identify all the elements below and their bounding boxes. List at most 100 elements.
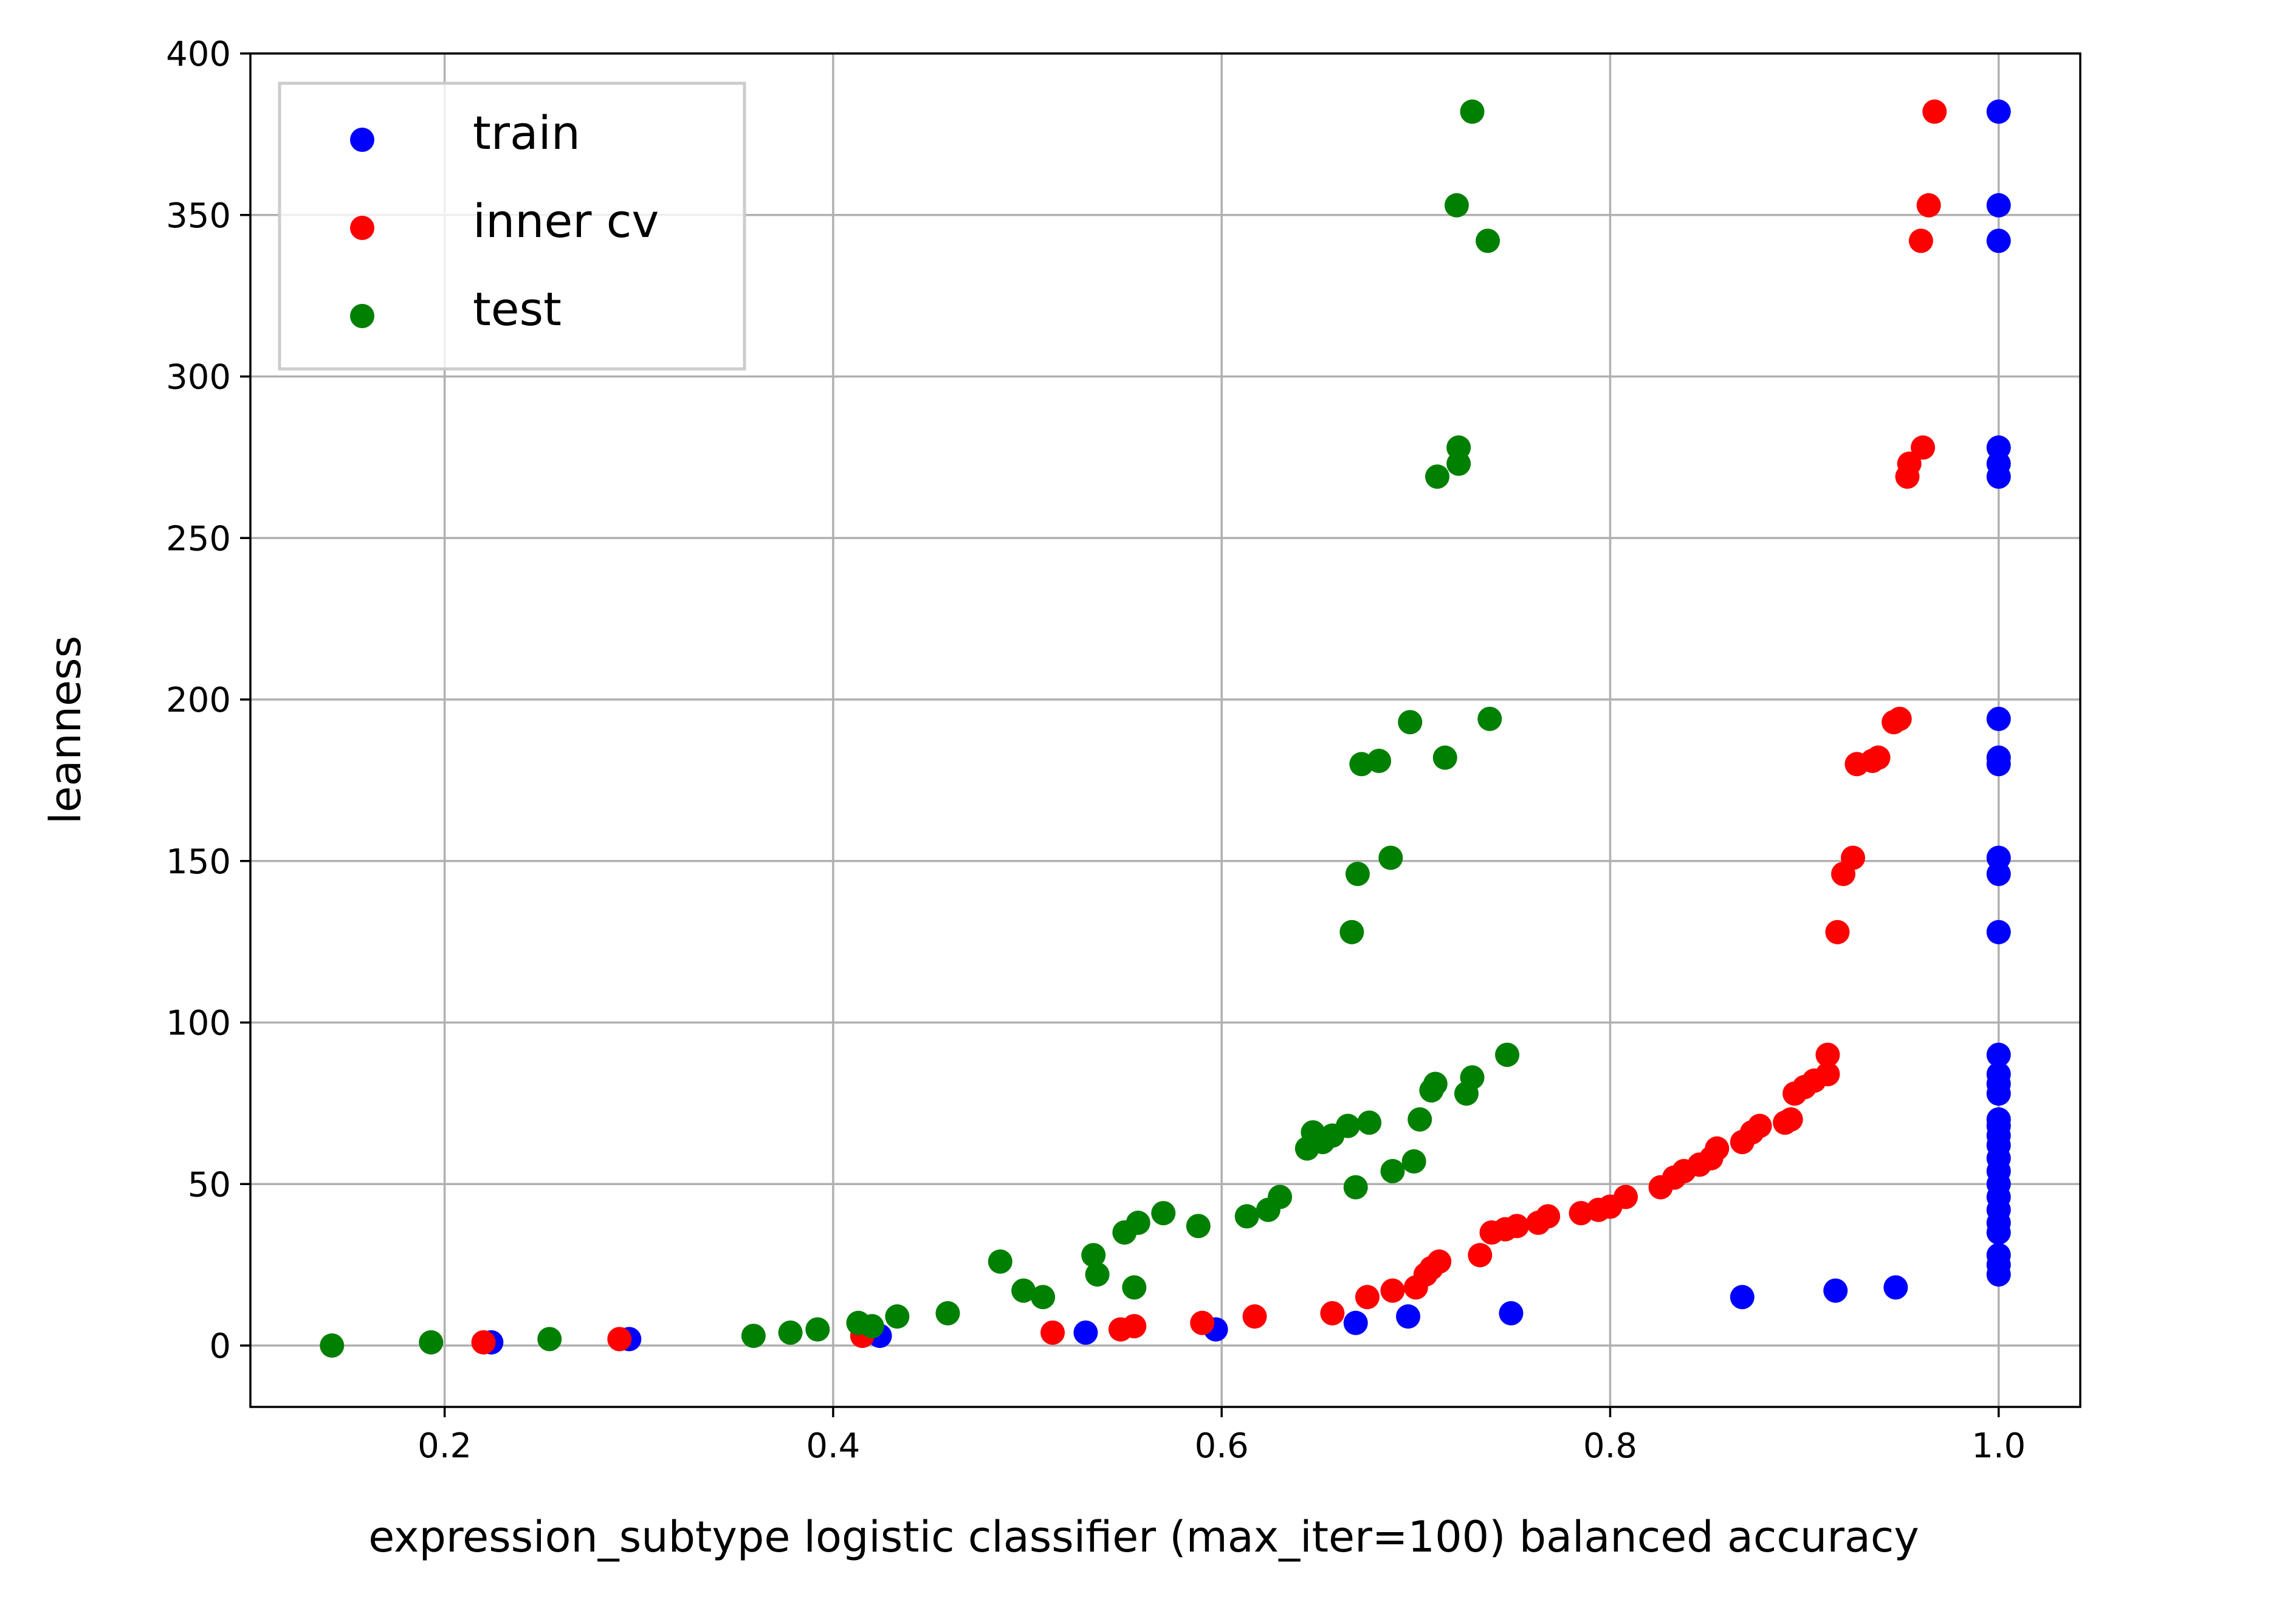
data-point-train bbox=[1986, 862, 2011, 887]
data-point-test bbox=[885, 1304, 910, 1329]
plot-frame bbox=[249, 52, 2081, 1408]
data-point-train bbox=[1499, 1301, 1524, 1325]
data-point-train bbox=[1986, 752, 2011, 777]
x-tick-label: 0.2 bbox=[418, 1426, 472, 1466]
legend-marker-test bbox=[350, 304, 374, 328]
data-point-test bbox=[1398, 710, 1423, 735]
data-point-test bbox=[1345, 862, 1370, 887]
data-point-train bbox=[1986, 706, 2011, 731]
data-point-inner-cv bbox=[1468, 1243, 1493, 1268]
data-point-train bbox=[1986, 1042, 2011, 1067]
legend-label-train: train bbox=[473, 106, 580, 160]
y-tick-label: 300 bbox=[166, 358, 231, 397]
data-point-test bbox=[1234, 1204, 1259, 1229]
data-point-test bbox=[1081, 1243, 1106, 1268]
data-point-test bbox=[1408, 1107, 1432, 1132]
legend: train inner cv test bbox=[278, 81, 746, 371]
data-point-inner-cv bbox=[1479, 1220, 1504, 1245]
data-point-inner-cv bbox=[607, 1327, 632, 1352]
data-point-inner-cv bbox=[1648, 1175, 1673, 1200]
data-point-test bbox=[1476, 229, 1500, 253]
data-point-test bbox=[1401, 1149, 1426, 1174]
data-point-test bbox=[1343, 1175, 1368, 1200]
data-point-test bbox=[859, 1314, 884, 1339]
data-point-train bbox=[1986, 1220, 2011, 1245]
data-point-test bbox=[778, 1320, 803, 1345]
y-tick-label: 400 bbox=[166, 35, 231, 74]
legend-label-inner-cv: inner cv bbox=[473, 194, 659, 248]
data-point-train bbox=[1823, 1278, 1848, 1303]
data-points bbox=[320, 99, 2011, 1358]
data-point-inner-cv bbox=[1895, 464, 1920, 489]
data-point-inner-cv bbox=[1403, 1275, 1428, 1300]
y-tick-label: 250 bbox=[166, 519, 231, 559]
data-point-train bbox=[1986, 99, 2011, 124]
y-tick-label: 350 bbox=[166, 196, 231, 236]
data-point-train bbox=[1986, 229, 2011, 253]
data-point-inner-cv bbox=[1825, 920, 1850, 944]
y-tick-label: 100 bbox=[166, 1004, 231, 1043]
data-point-test bbox=[1011, 1278, 1036, 1303]
data-point-test bbox=[1495, 1042, 1520, 1067]
data-point-train bbox=[1986, 920, 2011, 944]
y-tick-label: 50 bbox=[188, 1165, 231, 1205]
data-point-test bbox=[1085, 1262, 1110, 1287]
data-point-train bbox=[1730, 1285, 1755, 1310]
data-point-train bbox=[1073, 1320, 1098, 1345]
data-point-inner-cv bbox=[1831, 862, 1856, 887]
data-point-inner-cv bbox=[1108, 1317, 1133, 1342]
legend-marker-inner-cv bbox=[350, 216, 374, 240]
x-tick-label: 0.8 bbox=[1583, 1426, 1637, 1466]
y-tick-label: 150 bbox=[166, 842, 231, 882]
x-tick-label: 1.0 bbox=[1971, 1426, 2026, 1466]
data-point-inner-cv bbox=[1922, 99, 1947, 124]
data-point-inner-cv bbox=[1730, 1130, 1755, 1155]
data-point-test bbox=[1460, 99, 1485, 124]
data-point-inner-cv bbox=[1380, 1278, 1405, 1303]
series-inner-cv bbox=[471, 99, 1947, 1355]
data-point-inner-cv bbox=[1815, 1042, 1840, 1067]
data-point-test bbox=[1122, 1275, 1147, 1300]
data-point-inner-cv bbox=[1911, 435, 1936, 460]
data-point-test bbox=[1446, 452, 1471, 476]
data-point-test bbox=[988, 1249, 1012, 1274]
data-point-test bbox=[419, 1330, 444, 1355]
data-point-inner-cv bbox=[1882, 710, 1906, 735]
y-tick-label: 0 bbox=[209, 1327, 231, 1366]
data-point-test bbox=[805, 1317, 830, 1342]
data-point-train bbox=[1396, 1304, 1421, 1329]
data-point-inner-cv bbox=[1782, 1081, 1807, 1106]
data-point-test bbox=[1349, 752, 1374, 777]
data-point-inner-cv bbox=[1773, 1110, 1798, 1135]
data-point-test bbox=[935, 1301, 960, 1325]
data-point-train bbox=[1986, 464, 2011, 489]
series-train bbox=[479, 99, 2011, 1355]
data-point-test bbox=[1112, 1220, 1137, 1245]
data-point-inner-cv bbox=[1242, 1304, 1267, 1329]
data-point-test bbox=[1432, 745, 1457, 770]
data-point-test bbox=[1357, 1110, 1382, 1135]
legend-marker-train bbox=[350, 128, 374, 152]
data-point-inner-cv bbox=[1526, 1211, 1551, 1236]
data-point-inner-cv bbox=[1040, 1320, 1065, 1345]
data-point-test bbox=[1151, 1201, 1176, 1226]
y-tick-label: 200 bbox=[166, 681, 231, 720]
data-point-test bbox=[1294, 1136, 1319, 1161]
legend-label-test: test bbox=[473, 282, 562, 336]
data-point-test bbox=[1339, 920, 1364, 944]
data-point-test bbox=[1444, 193, 1469, 218]
data-point-train bbox=[1883, 1275, 1908, 1300]
data-point-inner-cv bbox=[1190, 1310, 1215, 1335]
data-point-test bbox=[1477, 706, 1502, 731]
data-point-test bbox=[1256, 1197, 1280, 1222]
data-point-train bbox=[1986, 193, 2011, 218]
data-point-test bbox=[1186, 1214, 1211, 1239]
data-point-inner-cv bbox=[1908, 229, 1933, 253]
data-point-test bbox=[1031, 1285, 1056, 1310]
data-point-test bbox=[537, 1327, 562, 1352]
data-point-test bbox=[1380, 1159, 1405, 1184]
x-axis-label: expression_subtype logistic classifier (… bbox=[368, 1512, 1919, 1562]
data-point-test bbox=[741, 1324, 766, 1349]
x-tick-label: 0.4 bbox=[806, 1426, 860, 1466]
